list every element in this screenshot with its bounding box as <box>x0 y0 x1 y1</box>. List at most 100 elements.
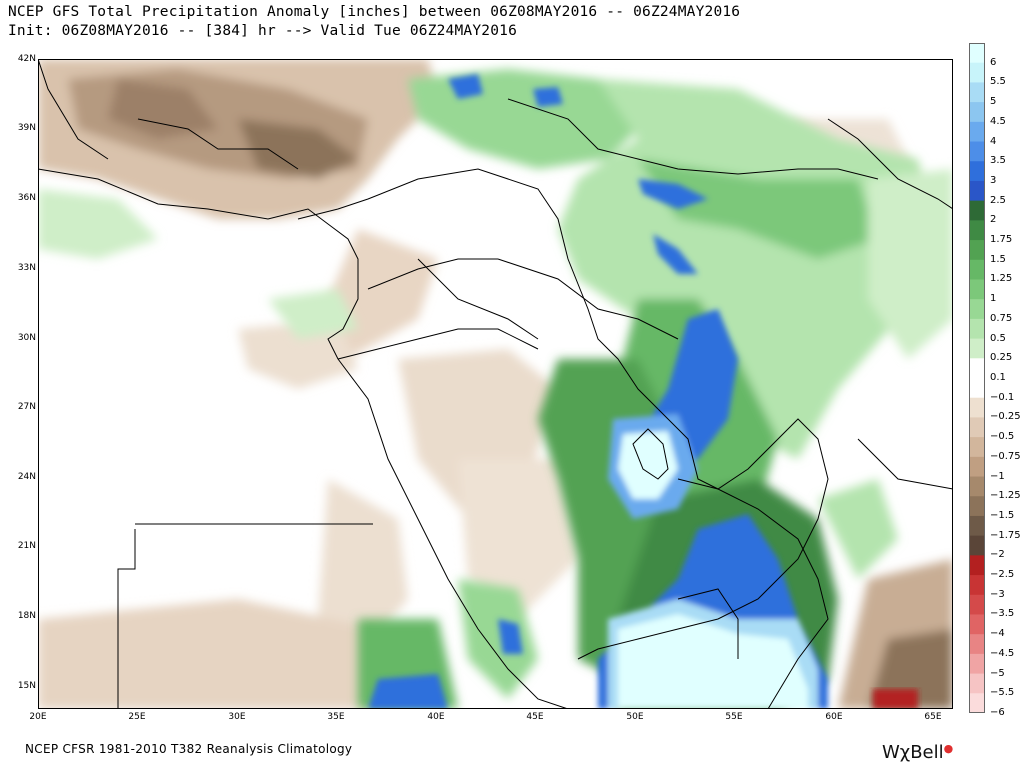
colorbar-label: −2 <box>990 549 1005 561</box>
lon-label: 20E <box>29 712 47 722</box>
colorbar-swatch <box>969 358 985 379</box>
colorbar-swatch <box>969 141 985 162</box>
colorbar-label: 6 <box>990 56 997 68</box>
colorbar-swatch <box>969 378 985 399</box>
colorbar-label: 0.25 <box>990 352 1013 364</box>
colorbar-label: −4 <box>990 628 1005 640</box>
colorbar-swatch <box>969 279 985 300</box>
colorbar-label: 1.5 <box>990 253 1006 265</box>
colorbar-label: 2 <box>990 214 997 226</box>
lon-label: 40E <box>427 712 445 722</box>
climatology-source: NCEP CFSR 1981-2010 T382 Reanalysis Clim… <box>25 742 353 756</box>
colorbar-label: 5 <box>990 96 997 108</box>
colorbar-swatch <box>969 634 985 655</box>
map-subtitle: Init: 06Z08MAY2016 -- [384] hr --> Valid… <box>8 23 517 39</box>
colorbar-swatch <box>969 653 985 675</box>
colorbar-label: −0.75 <box>990 450 1021 462</box>
colorbar-border <box>969 43 985 713</box>
lon-label: 25E <box>128 712 146 722</box>
colorbar-label: −1.25 <box>990 490 1021 502</box>
colorbar-swatch <box>969 476 985 497</box>
lon-label: 65E <box>924 712 942 722</box>
colorbar-swatch <box>969 259 985 280</box>
colorbar-swatch <box>969 456 985 478</box>
colorbar-swatch <box>969 515 985 537</box>
colorbar-swatch <box>969 496 985 517</box>
lat-label: 18N <box>17 611 36 621</box>
lon-label: 60E <box>825 712 843 722</box>
coastlines-borders <box>38 59 953 709</box>
colorbar-swatch <box>969 102 985 123</box>
colorbar-label: 2.5 <box>990 194 1006 206</box>
colorbar-swatch <box>969 673 985 694</box>
colorbar-swatch <box>969 555 985 576</box>
colorbar-label: 1 <box>990 293 997 305</box>
colorbar-label: −3 <box>990 588 1005 600</box>
colorbar-label: 0.1 <box>990 372 1006 383</box>
colorbar-swatch <box>969 693 985 713</box>
colorbar-label: 5.5 <box>990 76 1006 88</box>
colorbar-label: −5.5 <box>990 687 1015 699</box>
colorbar-swatch <box>969 318 985 340</box>
colorbar-label: 0.5 <box>990 332 1006 344</box>
colorbar-swatch <box>969 180 985 202</box>
lat-label: 27N <box>17 402 36 412</box>
colorbar-swatch <box>969 417 985 438</box>
colorbar-label: −0.25 <box>990 411 1021 423</box>
colorbar-label: −4.5 <box>990 647 1015 659</box>
colorbar-swatch <box>969 397 985 418</box>
lat-label: 15N <box>17 681 36 691</box>
colorbar-swatch <box>969 437 985 458</box>
lat-label: 42N <box>17 54 36 64</box>
lon-label: 50E <box>626 712 644 722</box>
colorbar-swatch <box>969 299 985 320</box>
lat-label: 24N <box>17 472 36 482</box>
logo-dot-icon: ● <box>943 742 954 755</box>
colorbar-label: −6 <box>990 707 1005 718</box>
colorbar <box>969 43 985 713</box>
map-title: NCEP GFS Total Precipitation Anomaly [in… <box>8 4 741 20</box>
colorbar-label: 1.25 <box>990 273 1013 285</box>
colorbar-swatch <box>969 220 985 241</box>
lon-label: 35E <box>327 712 345 722</box>
weatherbell-logo: WχBell● <box>882 742 953 763</box>
colorbar-swatch <box>969 200 985 221</box>
lat-label: 33N <box>17 263 36 273</box>
colorbar-label: 0.75 <box>990 312 1013 324</box>
colorbar-swatch <box>969 43 985 64</box>
colorbar-swatch <box>969 161 985 182</box>
colorbar-swatch <box>969 121 985 143</box>
colorbar-swatch <box>969 614 985 635</box>
colorbar-label: −1.5 <box>990 509 1015 521</box>
colorbar-swatch <box>969 62 985 83</box>
colorbar-label: −1 <box>990 470 1005 482</box>
colorbar-swatch <box>969 338 985 359</box>
colorbar-label: −5 <box>990 667 1005 679</box>
colorbar-label: −0.1 <box>990 391 1015 403</box>
colorbar-swatch <box>969 535 985 556</box>
logo-text: WχBell <box>882 742 944 763</box>
precipitation-anomaly-map <box>38 59 953 709</box>
lon-label: 55E <box>725 712 743 722</box>
colorbar-label: 4 <box>990 135 997 147</box>
colorbar-label: −1.75 <box>990 529 1021 541</box>
colorbar-label: 3 <box>990 174 997 186</box>
lat-label: 30N <box>17 333 36 343</box>
lat-label: 21N <box>17 541 36 551</box>
lat-label: 36N <box>17 193 36 203</box>
lat-label: 39N <box>17 123 36 133</box>
colorbar-swatch <box>969 575 985 596</box>
heavy-wet-regions <box>368 74 828 709</box>
lon-label: 30E <box>228 712 246 722</box>
colorbar-swatch <box>969 240 985 261</box>
dry-core-red <box>873 689 918 709</box>
colorbar-label: 3.5 <box>990 155 1006 167</box>
colorbar-label: 4.5 <box>990 115 1006 127</box>
colorbar-swatch <box>969 594 985 615</box>
dry-anomaly-regions <box>38 59 953 709</box>
colorbar-label: −3.5 <box>990 608 1015 620</box>
colorbar-swatch <box>969 82 985 103</box>
colorbar-label: 1.75 <box>990 234 1013 246</box>
map-frame <box>38 59 953 709</box>
colorbar-label: −0.5 <box>990 431 1015 443</box>
